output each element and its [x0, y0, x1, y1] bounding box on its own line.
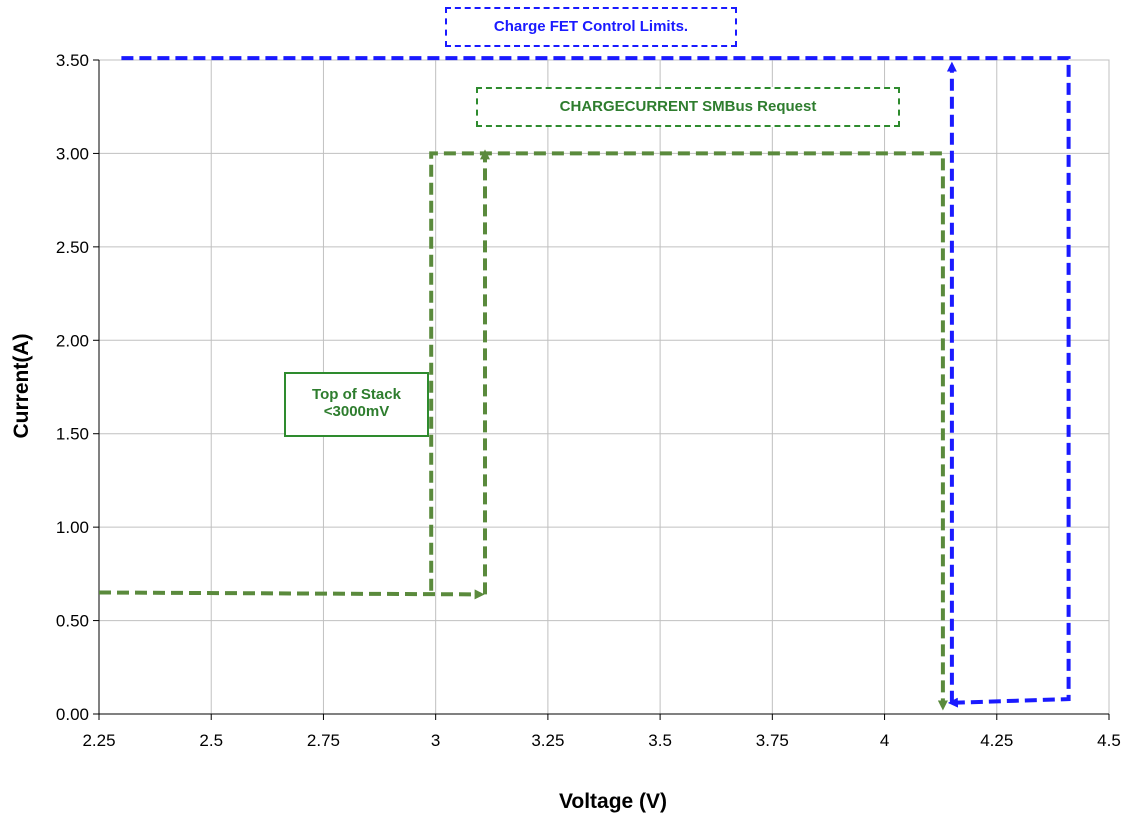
x-tick-label: 4.5 [1097, 731, 1121, 750]
y-tick-label: 0.50 [56, 612, 89, 631]
annotation-charge-fet: Charge FET Control Limits. [445, 7, 737, 47]
x-axis-title: Voltage (V) [559, 790, 667, 813]
x-tick-label: 2.5 [199, 731, 223, 750]
y-tick-label: 2.00 [56, 331, 89, 350]
series-0-path-2 [429, 151, 948, 711]
x-tick-label: 2.25 [82, 731, 115, 750]
annotation-top-of-stack: Top of Stack <3000mV [284, 372, 429, 437]
y-tick-label: 1.00 [56, 518, 89, 537]
series-layer [98, 56, 1071, 711]
y-axis-title: Current(A) [10, 334, 33, 439]
annotation-chargecurrent: CHARGECURRENT SMBus Request [476, 87, 900, 127]
y-tick-label: 3.00 [56, 144, 89, 163]
y-tick-label: 0.00 [56, 705, 89, 724]
x-tick-label: 3.25 [531, 731, 564, 750]
x-tick-label: 4 [880, 731, 889, 750]
x-tick-label: 3.5 [648, 731, 672, 750]
series-1-path-0 [121, 56, 1071, 708]
y-tick-label: 3.50 [56, 51, 89, 70]
y-tick-label: 1.50 [56, 425, 89, 444]
grid [98, 59, 1110, 715]
ticks: 2.25 2.5 2.75 3 3.25 3.5 3.75 4 4.25 4.5 0.00 0.50 1… [56, 51, 1121, 750]
x-tick-label: 2.75 [307, 731, 340, 750]
series-0-path-0 [98, 589, 485, 600]
axes [93, 59, 1110, 720]
x-tick-label: 3 [431, 731, 440, 750]
plot-border [98, 59, 1110, 715]
x-tick-label: 4.25 [980, 731, 1013, 750]
x-tick-label: 3.75 [756, 731, 789, 750]
y-tick-label: 2.50 [56, 238, 89, 257]
